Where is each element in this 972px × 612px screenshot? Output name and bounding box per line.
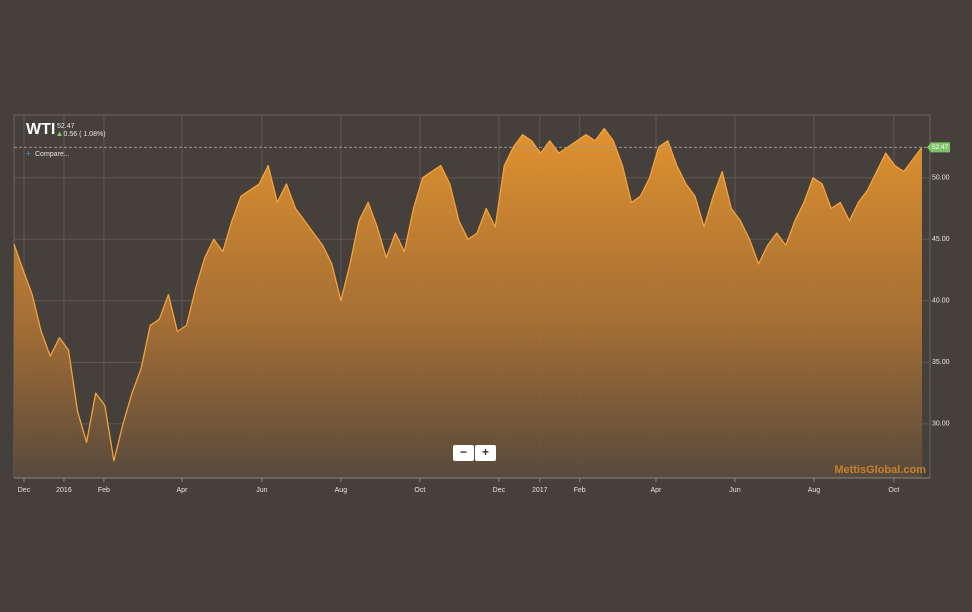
x-tick-label: Oct: [414, 487, 425, 494]
x-tick-label: Apr: [651, 487, 663, 494]
up-arrow: [57, 131, 62, 136]
chart-title: WTI: [26, 121, 55, 138]
y-tick-label: 35.00: [932, 359, 950, 366]
x-tick-label: Jun: [256, 487, 267, 494]
watermark: MettisGlobal.com: [834, 464, 926, 476]
y-tick-label: 30.00: [932, 421, 950, 428]
change: 0.56 ( 1.08%): [64, 131, 106, 138]
zoom-out-label: −: [460, 445, 467, 459]
last-price-label: 52.47: [932, 144, 949, 151]
y-tick-label: 45.00: [932, 236, 950, 243]
compare-button[interactable]: + Compare...: [26, 148, 70, 158]
x-tick-label: 2017: [532, 487, 548, 494]
y-tick-label: 50.00: [932, 175, 950, 182]
last-price: 52.47: [57, 123, 75, 130]
button-bg: [475, 445, 496, 461]
x-tick-label: Oct: [888, 487, 899, 494]
compare-label: Compare...: [35, 151, 70, 158]
x-tick-label: 2016: [56, 487, 72, 494]
x-tick-label: Feb: [98, 487, 110, 494]
area-fill: [14, 128, 922, 478]
compare-icon: +: [26, 148, 31, 158]
x-tick-label: Dec: [493, 487, 506, 494]
last-price-tag: [927, 142, 950, 153]
price-line: [13, 127, 923, 462]
x-tick-label: Jun: [729, 487, 740, 494]
x-tick-label: Aug: [808, 487, 821, 494]
zoom-in-label: +: [482, 445, 489, 459]
x-tick-label: Feb: [574, 487, 586, 494]
zoom-in-button[interactable]: +: [475, 445, 496, 461]
x-tick-label: Apr: [177, 487, 189, 494]
button-bg: [453, 445, 474, 461]
zoom-out-button[interactable]: −: [453, 445, 474, 461]
x-tick-label: Dec: [18, 487, 31, 494]
x-tick-label: Aug: [335, 487, 348, 494]
y-tick-label: 40.00: [932, 298, 950, 305]
